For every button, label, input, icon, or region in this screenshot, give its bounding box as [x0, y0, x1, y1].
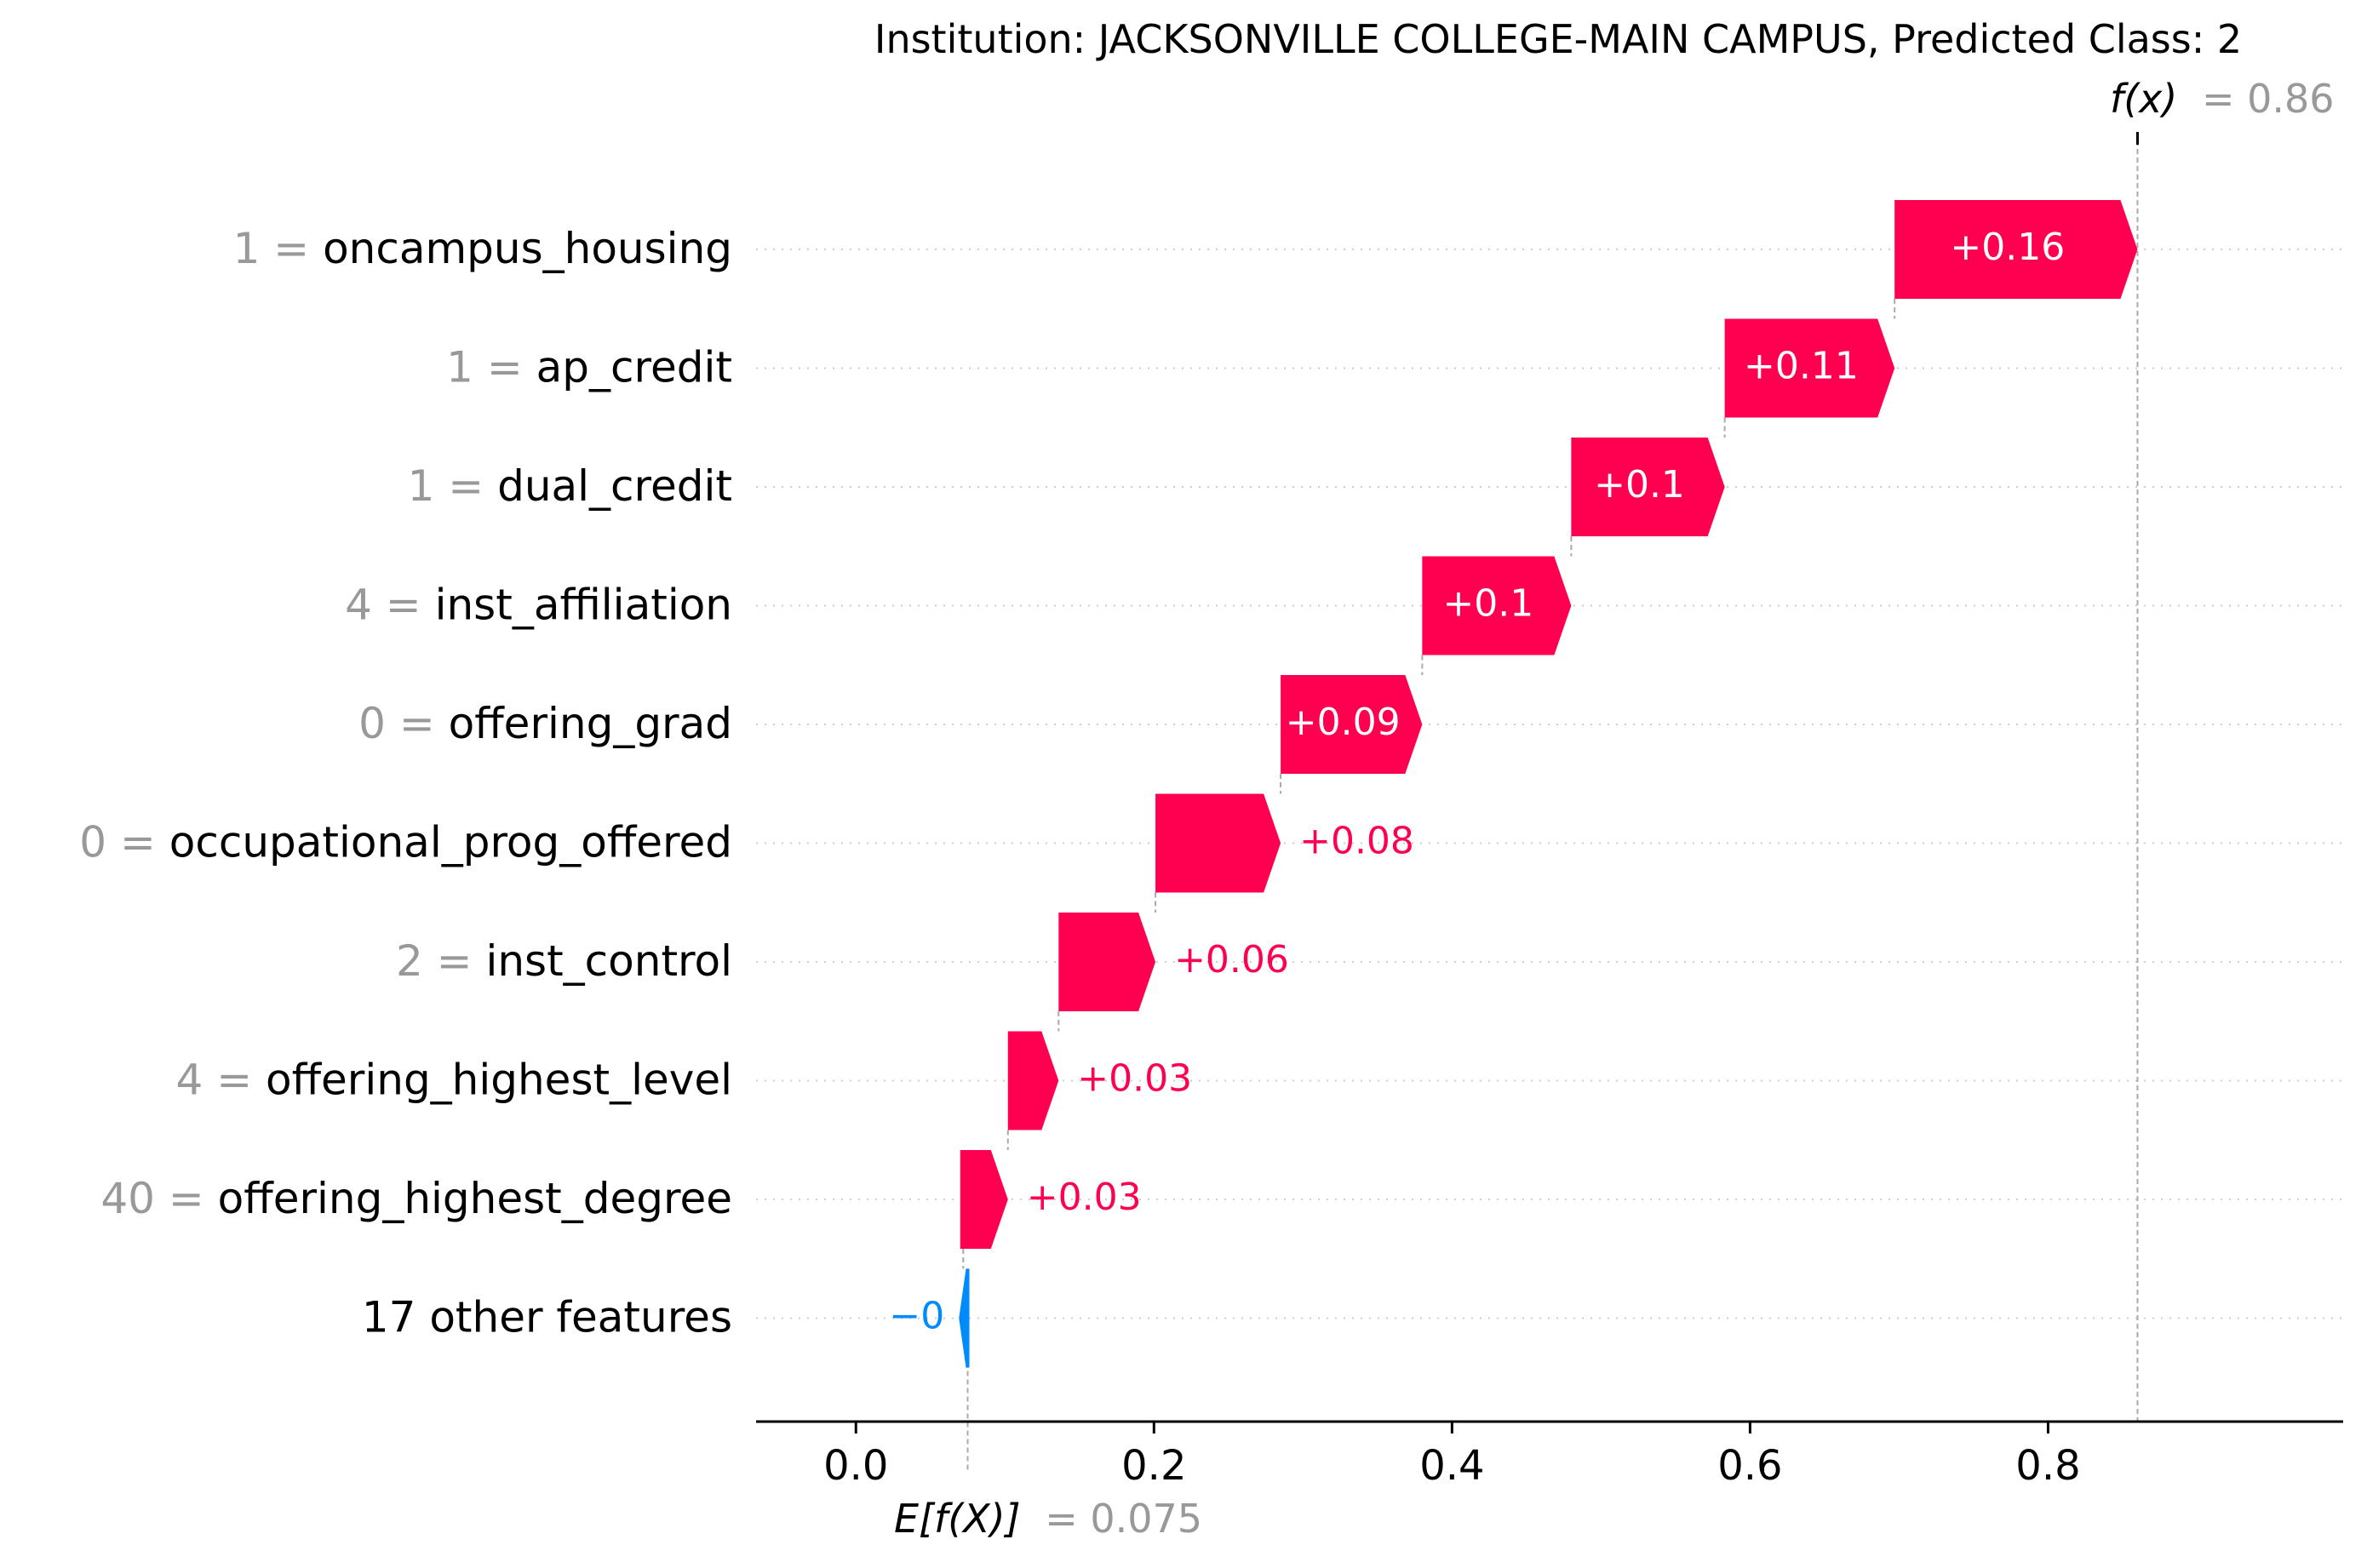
label-layer: +0.16 1 = oncampus_housing +0.11 1 = ap_cre…	[79, 224, 2065, 1342]
x-tick-label: 0.6	[1717, 1442, 1782, 1490]
feature-bar	[1724, 318, 1895, 418]
bar-value-label: +0.06	[1174, 938, 1289, 981]
feature-label: 2 = inst_control	[396, 936, 732, 986]
bar-value-label: +0.03	[1027, 1176, 1142, 1219]
grid-layer	[756, 249, 2343, 1319]
feature-value: 40 =	[100, 1174, 217, 1223]
feature-label: 1 = ap_credit	[446, 343, 732, 392]
feature-value: 1 =	[233, 224, 324, 273]
feature-name: inst_affiliation	[435, 581, 732, 630]
feature-name: occupational_prog_offered	[169, 818, 732, 867]
feature-label: 4 = inst_affiliation	[345, 581, 732, 630]
bar-value-label: +0.16	[1950, 226, 2065, 269]
feature-value: 4 =	[345, 581, 435, 630]
feature-label: 1 = oncampus_housing	[233, 224, 732, 273]
bar-value-label: +0.08	[1299, 820, 1414, 863]
feature-label: 0 = offering_grad	[358, 699, 732, 748]
feature-label: 1 = dual_credit	[408, 461, 732, 511]
x-tick-label: 0.2	[1121, 1442, 1186, 1490]
chart-title: Institution: JACKSONVILLE COLLEGE-MAIN C…	[874, 16, 2242, 62]
base-value: = 0.075	[1045, 1496, 1202, 1542]
feature-name: inst_control	[485, 936, 732, 986]
feature-name: offering_highest_level	[266, 1056, 732, 1105]
feature-bar	[1894, 200, 2138, 299]
bar-value-label: +0.03	[1077, 1057, 1192, 1101]
feature-label: 0 = occupational_prog_offered	[79, 818, 732, 867]
feature-name: 17 other features	[362, 1293, 732, 1342]
feature-name: oncampus_housing	[323, 224, 732, 273]
feature-bar	[1155, 793, 1281, 893]
feature-bar	[1422, 556, 1572, 655]
bar-value-label: +0.09	[1286, 701, 1401, 744]
feature-value: 0 =	[79, 818, 169, 867]
feature-value: 0 =	[358, 699, 449, 748]
bar-value-label: +0.1	[1594, 463, 1685, 506]
bar-value-label: +0.1	[1442, 582, 1533, 626]
feature-value: 4 =	[176, 1056, 267, 1105]
feature-bar	[1571, 438, 1725, 536]
bar-value-label: −0	[889, 1295, 944, 1338]
feature-value: 2 =	[396, 936, 486, 986]
base-annotation: E[f(X)] = 0.075	[894, 1496, 1202, 1542]
feature-bar	[1281, 675, 1423, 774]
feature-name: dual_credit	[497, 461, 732, 511]
feature-name: ap_credit	[536, 343, 732, 392]
feature-bar	[1058, 913, 1156, 1011]
x-tick-label: 0.8	[2015, 1442, 2080, 1490]
feature-bar	[959, 1268, 970, 1368]
feature-label: 4 = offering_highest_level	[176, 1056, 733, 1105]
fx-value: = 0.86	[2202, 76, 2335, 122]
connector-layer	[962, 132, 2139, 1473]
feature-label: 17 other features	[362, 1293, 732, 1342]
base-label: E[f(X)]	[894, 1496, 1021, 1542]
feature-label: 40 = offering_highest_degree	[100, 1174, 732, 1223]
bar-value-label: +0.11	[1744, 345, 1859, 388]
feature-name: offering_highest_degree	[218, 1174, 732, 1223]
feature-name: offering_grad	[449, 699, 732, 748]
feature-value: 1 =	[408, 461, 498, 511]
feature-value: 1 =	[446, 343, 536, 392]
bar-layer	[959, 200, 2138, 1368]
x-tick-label: 0.4	[1419, 1442, 1484, 1490]
feature-bar	[1007, 1031, 1059, 1130]
fx-annotation: f(x) = 0.86	[2110, 76, 2335, 122]
feature-bar	[960, 1150, 1008, 1249]
x-axis: 0.0 0.2 0.4 0.6 0.8	[756, 1420, 2343, 1490]
x-tick-label: 0.0	[823, 1442, 888, 1490]
fx-label: f(x)	[2110, 76, 2177, 122]
